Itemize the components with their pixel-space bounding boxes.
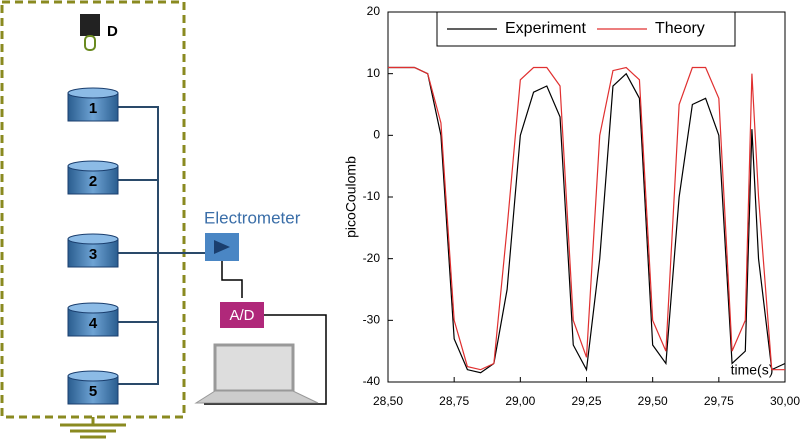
legend-label: Experiment: [505, 20, 586, 37]
electrode-top: [67, 160, 119, 172]
electrode-label: 5: [89, 383, 97, 400]
x-tick-label: 30,00: [770, 394, 800, 408]
data-line: [388, 66, 786, 374]
y-axis-label: picoCoulomb: [343, 156, 359, 238]
plot-frame: [387, 11, 786, 383]
y-tick-label: -20: [363, 251, 381, 265]
legend: Experiment Theory: [436, 11, 736, 47]
detector-icon: [84, 35, 96, 51]
detector-icon: [80, 14, 100, 36]
wire: [221, 261, 243, 298]
electrode-top: [67, 370, 119, 382]
chart: -40 -30 -20 -10 0 10 20 28,50 28,75 29,00 29,25 29,…: [343, 4, 800, 408]
electrode: [67, 375, 119, 405]
y-tick-label: -40: [363, 374, 381, 388]
y-tick-label: 0: [373, 128, 380, 142]
wire: [204, 314, 327, 405]
electrode-label: 3: [89, 246, 97, 263]
x-tick-label: 29,25: [571, 394, 601, 408]
electrometer-label: Electrometer: [204, 208, 301, 227]
electrode-label: 1: [89, 100, 97, 117]
detector-label: D: [107, 23, 118, 40]
laptop-screen: [213, 343, 295, 393]
y-tick-label: 10: [367, 66, 381, 80]
legend-label: Theory: [655, 20, 705, 37]
laptop-base: [194, 390, 319, 404]
y-tick-label: 20: [367, 4, 381, 18]
electrode-top: [67, 87, 119, 99]
y-tick-label: -30: [363, 313, 381, 327]
wiring: [118, 106, 205, 385]
diagram: D 1 2 3 4 5 Electrometer A/D: [0, 0, 327, 439]
x-tick-label: 28,50: [373, 394, 403, 408]
electrode-top: [67, 302, 119, 314]
x-tick-label: 28,75: [439, 394, 469, 408]
x-tick-label: 29,75: [704, 394, 734, 408]
x-tick-label: 29,00: [505, 394, 535, 408]
enclosure: [0, 0, 186, 419]
electrode-label: 4: [89, 315, 98, 332]
electrode-top: [67, 233, 119, 245]
converter-label: A/D: [229, 307, 254, 324]
data-line: [388, 66, 785, 371]
electrometer-symbol: [214, 240, 230, 254]
converter: [220, 302, 264, 328]
x-tick-label: 29,50: [638, 394, 668, 408]
electrodes: 1 2 3 4 5: [67, 87, 119, 405]
x-axis-label: time(s): [731, 362, 774, 378]
electrode-label: 2: [89, 173, 97, 190]
y-tick-label: -10: [363, 189, 381, 203]
